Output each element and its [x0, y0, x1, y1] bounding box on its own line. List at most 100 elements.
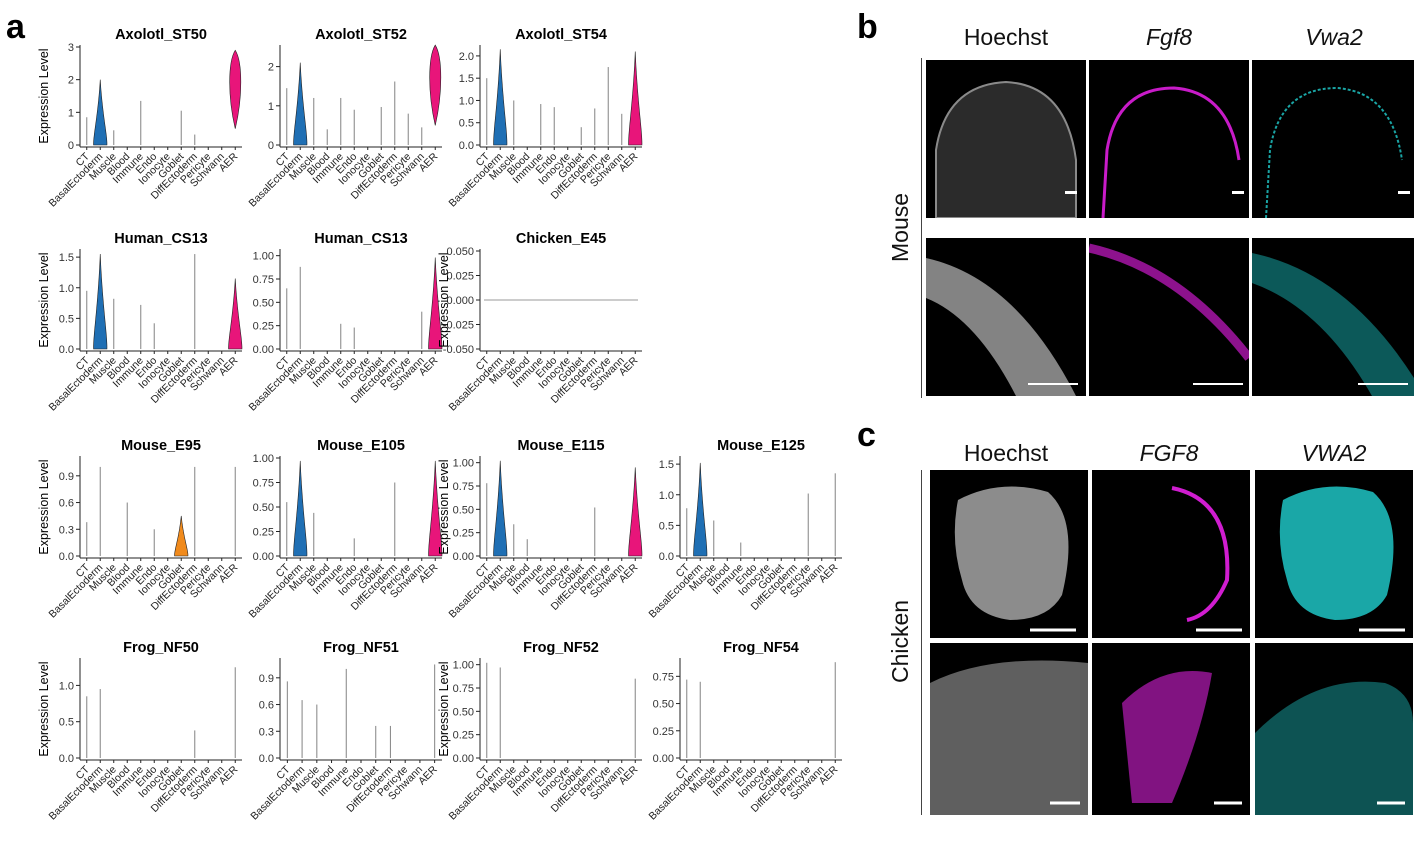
- chart-title: Mouse_E125: [717, 438, 805, 454]
- violin-aer: [428, 257, 443, 350]
- chart-11: Frog_NF510.00.30.60.9CTBasalEctodermMusc…: [248, 640, 442, 822]
- y-tick-label: 0.75: [653, 671, 674, 683]
- y-axis-label: Expression Level: [37, 661, 51, 756]
- y-tick-label: 1.00: [453, 660, 474, 672]
- y-tick-label: 1.0: [459, 95, 474, 107]
- y-tick-label: -0.050: [443, 344, 474, 356]
- y-tick-label: 0.50: [453, 504, 474, 516]
- y-tick-label: 0.9: [259, 673, 274, 685]
- y-tick-label: 0.3: [59, 524, 74, 536]
- y-tick-label: 1: [68, 107, 74, 119]
- y-tick-label: 2: [268, 62, 274, 74]
- y-tick-label: 0.0: [259, 753, 274, 765]
- row-divider-mouse: [921, 58, 922, 398]
- y-tick-label: 0.5: [459, 118, 474, 130]
- column-header-vwa2-c: VWA2: [1301, 440, 1367, 466]
- y-tick-label: 0.00: [253, 551, 274, 563]
- y-tick-label: 0.25: [253, 321, 274, 333]
- y-tick-label: 1.00: [253, 453, 274, 465]
- chart-title: Axolotl_ST54: [515, 27, 607, 43]
- mouse-vwa2-zoom-image: [1252, 238, 1414, 396]
- y-tick-label: 0.025: [446, 271, 474, 283]
- y-tick-label: 0.050: [446, 246, 474, 258]
- y-tick-label: 1.5: [659, 459, 674, 471]
- chart-12: Frog_NF52 0.00 0.25 0.50 0.75 1.00Expression …: [437, 640, 642, 822]
- chart-title: Human_CS13: [114, 231, 207, 247]
- chart-title: Frog_NF50: [123, 640, 199, 656]
- chart-title: Axolotl_ST50: [115, 27, 207, 43]
- violin-basalectoderm: [493, 460, 508, 557]
- chicken-hoechst-zoom-image: [930, 643, 1088, 815]
- chicken-fgf8-zoom-image: [1092, 643, 1250, 815]
- mouse-fgf8-zoom-image: [1089, 238, 1249, 396]
- chart-1: Axolotl_ST52012CTBasalEctodermMuscleBloo…: [247, 27, 442, 209]
- y-tick-label: 0.75: [453, 683, 474, 695]
- y-tick-label: 1.00: [253, 251, 274, 263]
- y-tick-label: 0.00: [253, 344, 274, 356]
- chart-title: Frog_NF52: [523, 640, 599, 656]
- violin-basalectoderm: [493, 49, 508, 146]
- y-tick-label: 1.5: [59, 252, 74, 264]
- mouse-hoechst-zoom-image: [926, 238, 1086, 396]
- violin-goblet: [174, 515, 189, 557]
- y-tick-label: 0: [68, 140, 74, 152]
- y-tick-label: 1: [268, 101, 274, 113]
- mouse-fgf8-overview-image: [1089, 60, 1249, 218]
- y-tick-label: 0.00: [453, 551, 474, 563]
- y-tick-label: 0.25: [253, 527, 274, 539]
- chart-title: Human_CS13: [314, 231, 407, 247]
- y-tick-label: 0.5: [659, 520, 674, 532]
- y-tick-label: 0.25: [453, 528, 474, 540]
- y-axis-label: Expression Level: [37, 48, 51, 143]
- chicken-fgf8-overview-image: [1092, 470, 1250, 638]
- y-tick-label: 0.00: [453, 753, 474, 765]
- chart-5: Chicken_E45 -0.050 -0.025 0.000 0.025 0.050Ex…: [437, 231, 642, 413]
- y-tick-label: 1.5: [459, 73, 474, 85]
- y-axis-label: Expression Level: [437, 459, 451, 554]
- y-axis-label: Expression Level: [37, 459, 51, 554]
- chart-4: Human_CS130.000.250.500.751.00CTBasalEct…: [247, 231, 443, 413]
- y-tick-label: 0.25: [453, 730, 474, 742]
- violin-basalectoderm: [93, 254, 108, 350]
- y-tick-label: 0: [268, 140, 274, 152]
- row-divider-chicken: [921, 470, 922, 815]
- violin-aer: [628, 51, 643, 146]
- chart-title: Axolotl_ST52: [315, 27, 407, 43]
- y-axis-label: Expression Level: [437, 252, 451, 347]
- mouse-hoechst-overview-image: [926, 60, 1086, 218]
- y-tick-label: 2.0: [459, 51, 474, 63]
- y-tick-label: 0.0: [59, 344, 74, 356]
- chicken-vwa2-overview-image: [1255, 470, 1413, 638]
- violin-aer: [228, 278, 243, 350]
- y-tick-label: 0.0: [59, 551, 74, 563]
- y-tick-label: 0.5: [59, 313, 74, 325]
- y-tick-label: 0.50: [253, 297, 274, 309]
- panel-label-c: c: [857, 416, 876, 454]
- y-tick-label: 0.0: [459, 140, 474, 152]
- y-tick-label: 0.6: [59, 498, 74, 510]
- y-tick-label: -0.025: [443, 320, 474, 332]
- mouse-vwa2-overview-image: [1252, 60, 1414, 218]
- chart-title: Mouse_E95: [121, 438, 201, 454]
- chart-title: Chicken_E45: [516, 231, 606, 247]
- chart-title: Mouse_E105: [317, 438, 405, 454]
- y-tick-label: 1.0: [659, 490, 674, 502]
- violin-basalectoderm: [693, 462, 708, 557]
- column-header-hoechst-b: Hoechst: [963, 24, 1049, 50]
- y-tick-label: 1.0: [59, 680, 74, 692]
- y-tick-label: 0.75: [253, 478, 274, 490]
- y-tick-label: 0.50: [453, 706, 474, 718]
- y-tick-label: 3: [68, 42, 74, 54]
- chicken-hoechst-overview-image: [930, 470, 1088, 638]
- y-tick-label: 0.5: [59, 717, 74, 729]
- chart-title: Frog_NF54: [723, 640, 799, 656]
- chart-13: Frog_NF540.000.250.500.75CTBasalEctoderm…: [647, 640, 842, 822]
- violin-basalectoderm: [293, 460, 308, 557]
- y-tick-label: 1.0: [59, 283, 74, 295]
- y-tick-label: 0.9: [59, 471, 74, 483]
